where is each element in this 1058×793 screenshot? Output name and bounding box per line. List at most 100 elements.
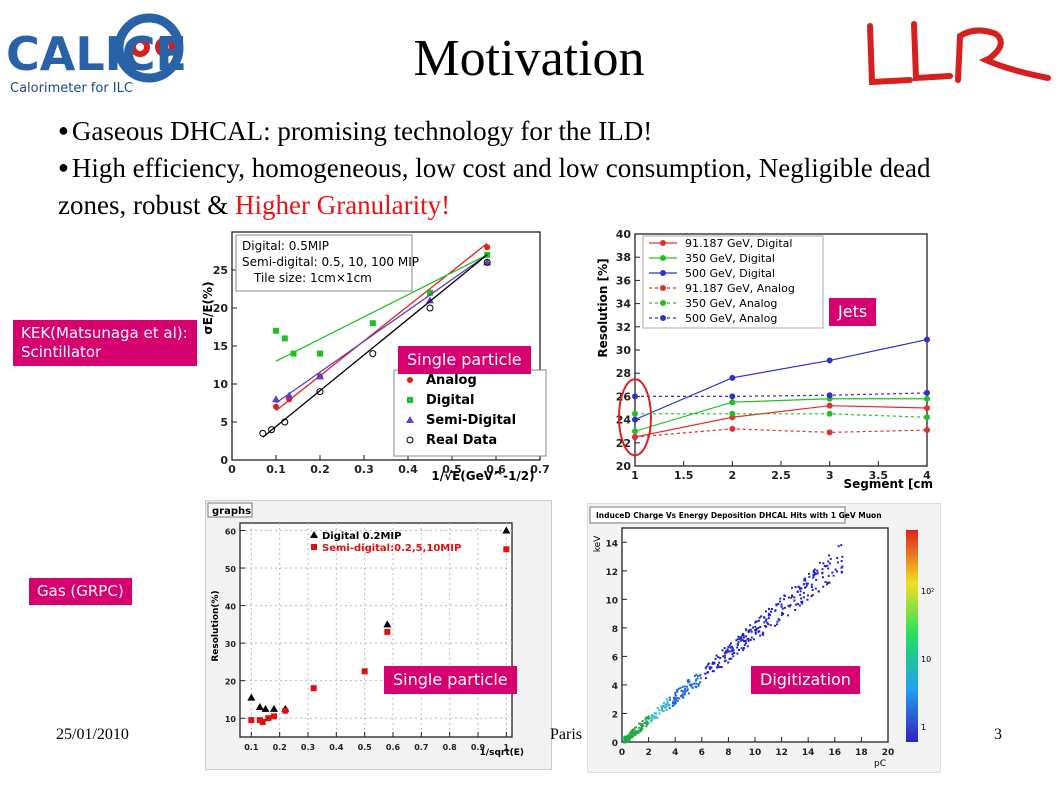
heatmap-point bbox=[724, 656, 727, 659]
data-point bbox=[369, 320, 376, 327]
heatmap-point bbox=[717, 666, 720, 669]
heatmap-point bbox=[688, 680, 691, 683]
heatmap-point bbox=[749, 628, 752, 631]
heatmap-point bbox=[672, 696, 675, 699]
heatmap-point bbox=[798, 604, 801, 607]
heatmap-point bbox=[762, 633, 765, 636]
heatmap-point bbox=[787, 596, 790, 599]
heatmap-point bbox=[737, 641, 740, 644]
heatmap-point bbox=[655, 712, 658, 715]
y-tick-label: 4 bbox=[612, 682, 618, 692]
heatmap-point bbox=[630, 736, 633, 739]
heatmap-point bbox=[745, 629, 748, 632]
heatmap-point bbox=[736, 652, 739, 655]
heatmap-point bbox=[623, 739, 626, 742]
heatmap-point bbox=[699, 681, 702, 684]
footer-location: Paris bbox=[550, 726, 582, 743]
heatmap-point bbox=[784, 606, 787, 609]
x-tick-label: 16 bbox=[829, 748, 842, 758]
heatmap-point bbox=[679, 694, 682, 697]
heatmap-point bbox=[628, 738, 631, 741]
heatmap-point bbox=[821, 571, 824, 574]
heatmap-point bbox=[684, 687, 687, 690]
heatmap-point bbox=[779, 597, 782, 600]
y-tick-label: 10 bbox=[213, 378, 229, 391]
heatmap-point bbox=[725, 650, 728, 653]
heatmap-point bbox=[679, 686, 682, 689]
legend-marker bbox=[407, 377, 413, 383]
heatmap-point bbox=[767, 612, 770, 615]
heatmap-point bbox=[800, 597, 803, 600]
heatmap-point bbox=[630, 733, 633, 736]
heatmap-point bbox=[637, 731, 640, 734]
heatmap-point bbox=[632, 732, 635, 735]
legend-marker bbox=[660, 270, 666, 276]
heatmap-point bbox=[634, 733, 637, 736]
y-tick-label: 14 bbox=[605, 539, 618, 549]
heatmap-point bbox=[750, 630, 753, 633]
heatmap-point bbox=[693, 674, 696, 677]
series-line bbox=[635, 413, 928, 418]
heatmap-point bbox=[638, 726, 641, 729]
heatmap-point bbox=[778, 619, 781, 622]
heatmap-point bbox=[770, 610, 773, 613]
heatmap-point bbox=[674, 697, 677, 700]
heatmap-point bbox=[696, 675, 699, 678]
heatmap-point bbox=[641, 719, 644, 722]
y-tick-label: 26 bbox=[616, 390, 632, 403]
heatmap-point bbox=[767, 614, 770, 617]
heatmap-point bbox=[654, 715, 657, 718]
heatmap-point bbox=[771, 607, 774, 610]
heatmap-point bbox=[748, 629, 751, 632]
data-point bbox=[384, 628, 391, 635]
calice-tagline: Calorimeter for ILC bbox=[10, 81, 133, 96]
data-point bbox=[285, 391, 294, 399]
heatmap-point bbox=[719, 656, 722, 659]
heatmap-point bbox=[644, 718, 647, 721]
heatmap-points bbox=[623, 544, 844, 744]
data-point bbox=[268, 426, 276, 434]
heatmap-point bbox=[755, 629, 758, 632]
y-tick-label: 38 bbox=[616, 251, 631, 264]
chart-jets-resolution: 1 1.5 2 2.5 3 3.5 4 20 22 24 26 28 30 32 34 36 38 40 Resol… bbox=[593, 228, 933, 493]
heatmap-point bbox=[749, 638, 752, 641]
heatmap-point bbox=[796, 590, 799, 593]
heatmap-point bbox=[676, 689, 679, 692]
heatmap-point bbox=[744, 642, 747, 645]
data-point bbox=[729, 410, 736, 417]
data-point bbox=[484, 251, 491, 258]
heatmap-point bbox=[742, 649, 745, 652]
heatmap-point bbox=[789, 604, 792, 607]
heatmap-point bbox=[729, 646, 732, 649]
heatmap-point bbox=[743, 643, 746, 646]
heatmap-point bbox=[801, 600, 804, 603]
data-point bbox=[255, 702, 264, 710]
legend-marker bbox=[311, 544, 317, 550]
heatmap-point bbox=[683, 685, 686, 688]
heatmap-point bbox=[806, 598, 809, 601]
heatmap-point bbox=[728, 650, 731, 653]
bullet-1-text: Gaseous DHCAL: promising technology for … bbox=[71, 116, 653, 146]
heatmap-point bbox=[627, 739, 630, 742]
x-tick-label: 6 bbox=[699, 748, 705, 758]
heatmap-point bbox=[826, 564, 829, 567]
data-point bbox=[310, 685, 317, 692]
x-tick-label: 14 bbox=[802, 748, 815, 758]
legend-label: 350 GeV, Digital bbox=[685, 252, 775, 265]
slide-title: Motivation bbox=[413, 30, 645, 87]
heatmap-point bbox=[645, 720, 648, 723]
heatmap-point bbox=[653, 715, 656, 718]
heatmap-point bbox=[760, 615, 763, 618]
y-tick-label: 0 bbox=[612, 739, 618, 749]
chart-gas-single-particle: graphs 0.1 0.2 0.3 0.4 0.5 0.6 0.7 0.8 0.9 1 10 20 30… bbox=[205, 500, 552, 770]
panel-title-box bbox=[589, 506, 846, 524]
heatmap-point bbox=[699, 674, 702, 677]
heatmap-point bbox=[758, 616, 761, 619]
heatmap-point bbox=[829, 557, 832, 560]
x-tick-label: 1 bbox=[504, 743, 510, 752]
heatmap-point bbox=[757, 627, 760, 630]
heatmap-point bbox=[780, 603, 783, 606]
heatmap-point bbox=[706, 671, 709, 674]
heatmap-point bbox=[741, 632, 744, 635]
heatmap-point bbox=[651, 718, 654, 721]
